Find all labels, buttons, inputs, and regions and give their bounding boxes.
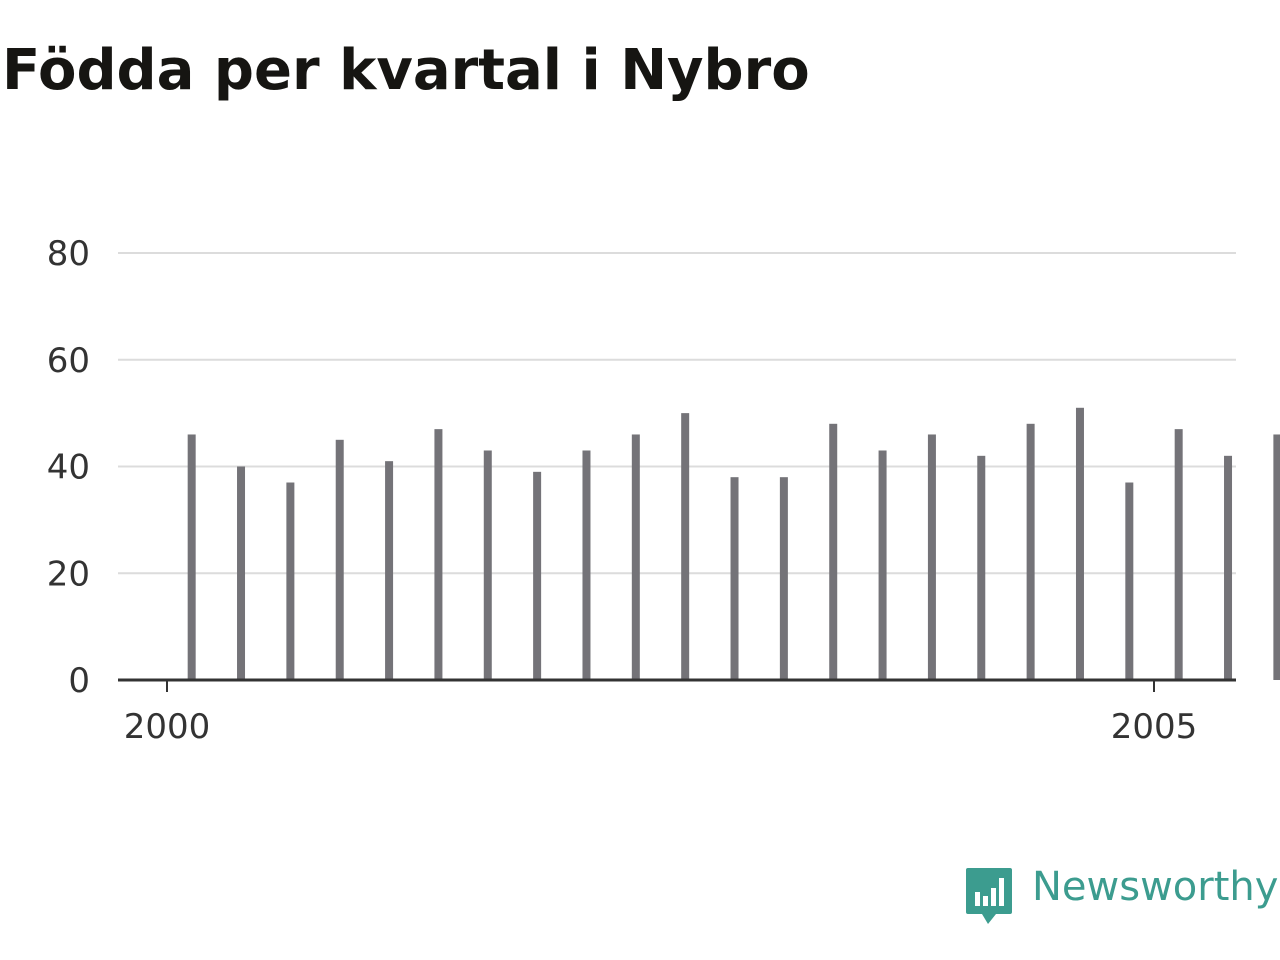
y-tick-label: 60 bbox=[47, 341, 90, 381]
y-tick-label: 40 bbox=[47, 448, 90, 488]
brand: Newsworthy bbox=[962, 862, 1280, 928]
brand-name: Newsworthy bbox=[1032, 864, 1279, 910]
bars bbox=[187, 407, 1280, 680]
bar bbox=[730, 477, 739, 680]
axes bbox=[118, 678, 1236, 692]
bar bbox=[977, 455, 986, 680]
bar bbox=[1125, 482, 1134, 680]
bar bbox=[533, 471, 542, 680]
bar bbox=[286, 482, 295, 680]
bar bbox=[1273, 434, 1280, 680]
bar bbox=[187, 434, 196, 680]
bar bbox=[1026, 423, 1035, 680]
y-tick-label: 0 bbox=[68, 661, 90, 701]
x-tick-label: 2005 bbox=[1111, 707, 1198, 747]
bar bbox=[927, 434, 936, 680]
bar bbox=[1075, 407, 1084, 680]
tick-labels: 02040608042200020052010201520202025 bbox=[47, 234, 1198, 747]
bar bbox=[434, 429, 443, 680]
bar bbox=[335, 439, 344, 680]
bar bbox=[1174, 429, 1183, 680]
bar bbox=[582, 450, 591, 680]
y-tick-label: 80 bbox=[47, 234, 90, 274]
bar bbox=[1224, 455, 1233, 680]
y-tick-label: 20 bbox=[47, 554, 90, 594]
bar bbox=[483, 450, 492, 680]
bar bbox=[878, 450, 887, 680]
grid-lines bbox=[118, 252, 1236, 575]
bar bbox=[829, 423, 838, 680]
bar bbox=[385, 461, 394, 680]
x-tick-label: 2000 bbox=[124, 707, 211, 747]
bar bbox=[631, 434, 640, 680]
page-title: Födda per kvartal i Nybro bbox=[2, 38, 810, 103]
bar bbox=[681, 413, 690, 680]
bar bbox=[779, 477, 788, 680]
bar bbox=[237, 466, 246, 680]
newsworthy-logo-icon bbox=[966, 868, 1012, 924]
